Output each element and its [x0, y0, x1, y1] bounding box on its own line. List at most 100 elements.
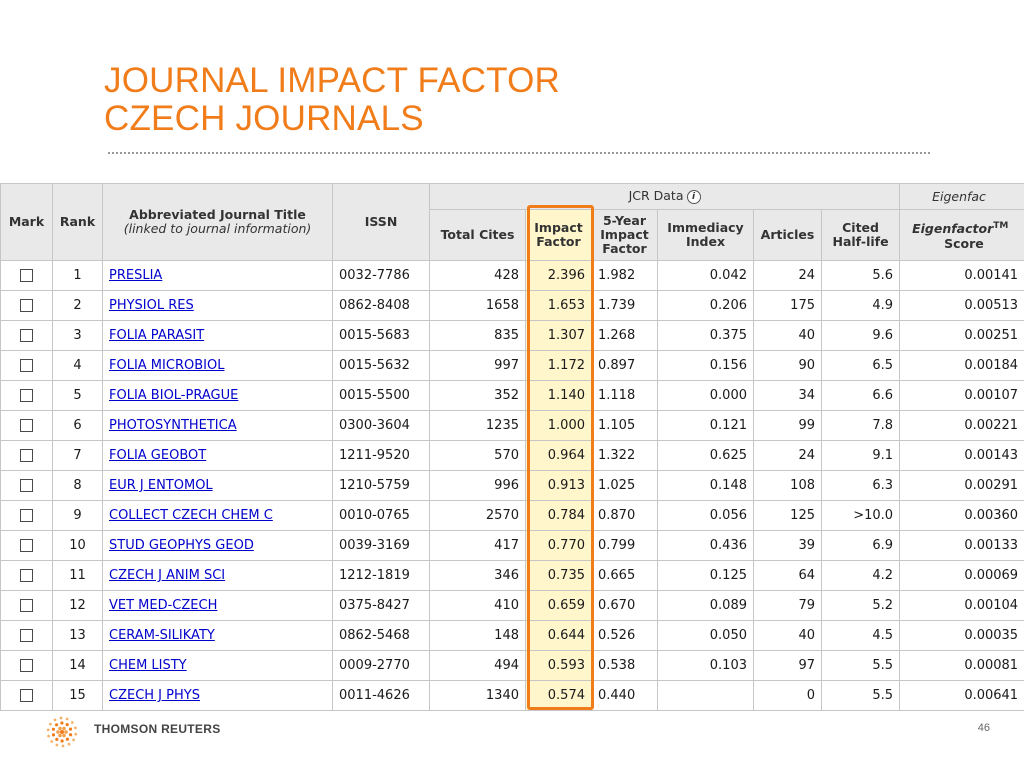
table-row: 12 VET MED-CZECH 0375-8427 410 0.659 0.670 0.0… [0, 590, 1024, 621]
immediacy-cell: 0.156 [657, 350, 754, 381]
mark-checkbox[interactable] [20, 329, 33, 342]
col-header-immediacy-l2: Index [685, 234, 726, 249]
journal-title-link[interactable]: CERAM-SILIKATY [109, 628, 215, 643]
impact-factor-cell: 0.913 [525, 470, 592, 501]
immediacy-cell: 0.436 [657, 530, 754, 561]
title-cell: CZECH J ANIM SCI [102, 560, 333, 591]
journal-title-link[interactable]: VET MED-CZECH [109, 598, 218, 613]
mark-checkbox[interactable] [20, 599, 33, 612]
mark-checkbox[interactable] [20, 509, 33, 522]
col-header-issn: ISSN [332, 183, 430, 261]
col-header-eigen-l2: Score [944, 235, 984, 251]
articles-cell: 97 [753, 650, 822, 681]
table-row: 5 FOLIA BIOL-PRAGUE 0015-5500 352 1.140 1.118… [0, 380, 1024, 411]
immediacy-cell: 0.050 [657, 620, 754, 651]
immediacy-cell: 0.089 [657, 590, 754, 621]
table-row: 14 CHEM LISTY 0009-2770 494 0.593 0.538 0.103 9… [0, 650, 1024, 681]
title-cell: PHYSIOL RES [102, 290, 333, 321]
articles-cell: 108 [753, 470, 822, 501]
title-divider [108, 152, 930, 154]
col-header-cited-l1: Cited [842, 220, 879, 235]
col-header-rank: Rank [52, 183, 103, 261]
rank-cell: 10 [52, 530, 103, 561]
issn-cell: 0009-2770 [332, 650, 430, 681]
immediacy-cell: 0.148 [657, 470, 754, 501]
title-cell: STUD GEOPHYS GEOD [102, 530, 333, 561]
impact-factor-cell: 1.653 [525, 290, 592, 321]
eigenfactor-cell: 0.00141 [899, 260, 1024, 291]
slide-title-line2: CZECH JOURNALS [104, 99, 424, 138]
impact-factor-cell: 1.140 [525, 380, 592, 411]
mark-checkbox[interactable] [20, 269, 33, 282]
articles-cell: 40 [753, 620, 822, 651]
table-row: 13 CERAM-SILIKATY 0862-5468 148 0.644 0.526 0.… [0, 620, 1024, 651]
jcr-table-container: Mark Rank Abbreviated Journal Title (lin… [0, 183, 1024, 718]
total-cites-cell: 996 [429, 470, 526, 501]
mark-cell [0, 320, 53, 351]
impact-factor-cell: 0.770 [525, 530, 592, 561]
total-cites-cell: 428 [429, 260, 526, 291]
journal-title-link[interactable]: PHOTOSYNTHETICA [109, 418, 237, 433]
col-header-cited-half-life: Cited Half-life [820, 209, 901, 261]
mark-checkbox[interactable] [20, 659, 33, 672]
journal-title-link[interactable]: EUR J ENTOMOL [109, 478, 213, 493]
five-year-cell: 1.105 [591, 410, 658, 441]
eigenfactor-cell: 0.00291 [899, 470, 1024, 501]
five-year-cell: 0.870 [591, 500, 658, 531]
journal-title-link[interactable]: FOLIA MICROBIOL [109, 358, 225, 373]
mark-checkbox[interactable] [20, 449, 33, 462]
total-cites-cell: 997 [429, 350, 526, 381]
immediacy-cell: 0.625 [657, 440, 754, 471]
articles-cell: 90 [753, 350, 822, 381]
journal-title-link[interactable]: PRESLIA [109, 268, 163, 283]
col-header-cited-l2: Half-life [832, 234, 889, 249]
journal-title-link[interactable]: STUD GEOPHYS GEOD [109, 538, 254, 553]
rank-cell: 8 [52, 470, 103, 501]
info-icon[interactable]: i [686, 189, 701, 204]
impact-factor-cell: 0.659 [525, 590, 592, 621]
mark-checkbox[interactable] [20, 419, 33, 432]
journal-title-link[interactable]: PHYSIOL RES [109, 298, 194, 313]
eigenfactor-cell: 0.00133 [899, 530, 1024, 561]
impact-factor-cell: 2.396 [525, 260, 592, 291]
articles-cell: 175 [753, 290, 822, 321]
eigenfactor-cell: 0.00104 [899, 590, 1024, 621]
rank-cell: 3 [52, 320, 103, 351]
jcr-table: Mark Rank Abbreviated Journal Title (lin… [0, 183, 1024, 711]
mark-checkbox[interactable] [20, 389, 33, 402]
impact-factor-cell: 0.593 [525, 650, 592, 681]
total-cites-cell: 417 [429, 530, 526, 561]
eigenfactor-cell: 0.00035 [899, 620, 1024, 651]
mark-checkbox[interactable] [20, 629, 33, 642]
col-header-eigen-l1: EigenfactorTM [912, 219, 1024, 236]
journal-title-link[interactable]: FOLIA GEOBOT [109, 448, 207, 463]
half-life-cell: 5.5 [820, 650, 901, 681]
eigenfactor-cell: 0.00184 [899, 350, 1024, 381]
total-cites-cell: 494 [429, 650, 526, 681]
impact-factor-cell: 0.574 [525, 680, 592, 711]
journal-title-link[interactable]: COLLECT CZECH CHEM C [109, 508, 273, 523]
table-row: 11 CZECH J ANIM SCI 1212-1819 346 0.735 0.665… [0, 560, 1024, 591]
journal-title-link[interactable]: FOLIA BIOL-PRAGUE [109, 388, 239, 403]
slide-title-line1: JOURNAL IMPACT FACTOR [104, 61, 561, 100]
thomson-reuters-logo-icon [46, 716, 78, 748]
journal-title-link[interactable]: CZECH J ANIM SCI [109, 568, 226, 583]
mark-checkbox[interactable] [20, 299, 33, 312]
mark-checkbox[interactable] [20, 359, 33, 372]
journal-title-link[interactable]: CHEM LISTY [109, 658, 187, 673]
total-cites-cell: 1235 [429, 410, 526, 441]
half-life-cell: >10.0 [820, 500, 901, 531]
mark-checkbox[interactable] [20, 689, 33, 702]
mark-checkbox[interactable] [20, 539, 33, 552]
header-row-group: Mark Rank Abbreviated Journal Title (lin… [0, 183, 1024, 261]
col-header-title: Abbreviated Journal Title (linked to jou… [102, 183, 333, 261]
half-life-cell: 9.6 [820, 320, 901, 351]
journal-title-link[interactable]: FOLIA PARASIT [109, 328, 205, 343]
journal-title-link[interactable]: CZECH J PHYS [109, 688, 200, 703]
mark-cell [0, 620, 53, 651]
mark-checkbox[interactable] [20, 569, 33, 582]
impact-factor-cell: 0.735 [525, 560, 592, 591]
articles-cell: 64 [753, 560, 822, 591]
mark-checkbox[interactable] [20, 479, 33, 492]
jcr-data-label: JCR Data [628, 188, 684, 204]
